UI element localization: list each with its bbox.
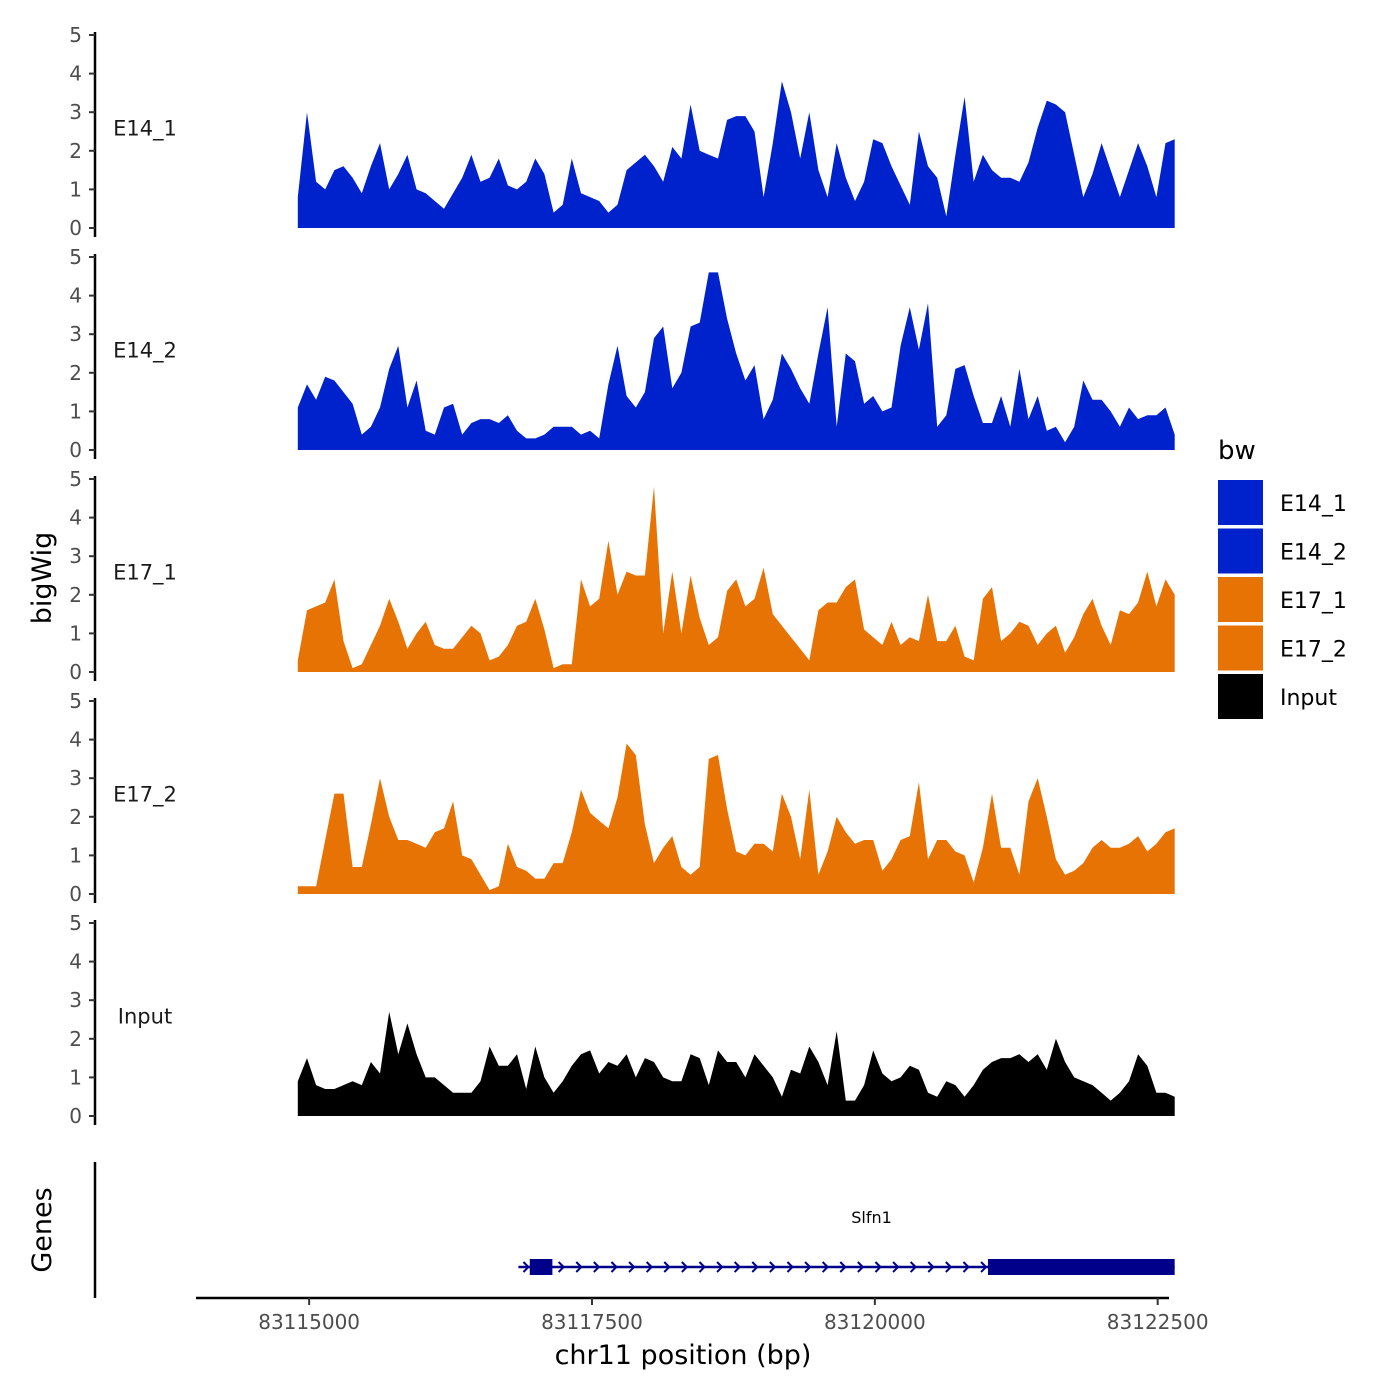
y-tick-label: 3 bbox=[69, 544, 82, 568]
track-E14_1: 0 1 2 3 4 5 E14_1 bbox=[69, 23, 1175, 240]
y-tick-label: 4 bbox=[69, 284, 82, 308]
strand-arrow bbox=[663, 1261, 671, 1273]
legend-swatch bbox=[1218, 577, 1263, 622]
strand-arrow bbox=[804, 1261, 812, 1273]
strand-arrow bbox=[610, 1261, 618, 1273]
strand-arrow bbox=[522, 1261, 530, 1273]
y-axis-title: bigWig bbox=[27, 532, 58, 625]
y-tick-label: 5 bbox=[69, 467, 82, 491]
y-tick-label: 0 bbox=[69, 1104, 82, 1128]
signal-area-E17_2 bbox=[297, 743, 1175, 894]
y-tick-label: 0 bbox=[69, 882, 82, 906]
y-tick-label: 2 bbox=[69, 361, 82, 385]
legend-swatch bbox=[1218, 674, 1263, 719]
legend: bw E14_1 E14_2 E17_1 E17_2 Input bbox=[1218, 436, 1347, 719]
y-tick-label: 2 bbox=[69, 139, 82, 163]
track-Input: 0 1 2 3 4 5 Input bbox=[69, 911, 1175, 1128]
y-tick-label: 5 bbox=[69, 689, 82, 713]
strand-arrow bbox=[786, 1261, 794, 1273]
signal-area-E14_1 bbox=[297, 81, 1175, 228]
track-label: E14_2 bbox=[113, 338, 177, 363]
legend-title: bw bbox=[1218, 436, 1256, 466]
y-tick-label: 5 bbox=[69, 245, 82, 269]
gene-exon bbox=[529, 1259, 553, 1275]
y-tick-label: 2 bbox=[69, 1027, 82, 1051]
y-tick-label: 3 bbox=[69, 988, 82, 1012]
gene-track-label: Genes bbox=[27, 1187, 58, 1272]
strand-arrow bbox=[821, 1261, 830, 1273]
strand-arrow bbox=[681, 1261, 689, 1273]
strand-arrow bbox=[557, 1261, 566, 1273]
strand-arrow bbox=[962, 1261, 970, 1273]
y-tick-label: 0 bbox=[69, 660, 82, 684]
y-tick-label: 5 bbox=[69, 911, 82, 935]
strand-arrow bbox=[593, 1261, 601, 1273]
strand-arrow bbox=[733, 1261, 742, 1273]
strand-arrow bbox=[698, 1261, 706, 1273]
track-E17_1: 0 1 2 3 4 5 E17_1 bbox=[69, 467, 1175, 684]
y-tick-label: 4 bbox=[69, 506, 82, 530]
strand-arrow bbox=[645, 1261, 654, 1273]
strand-arrow bbox=[892, 1261, 900, 1273]
legend-label: Input bbox=[1280, 686, 1337, 711]
y-tick-label: 5 bbox=[69, 23, 82, 47]
legend-label: E17_2 bbox=[1280, 638, 1347, 663]
y-tick-label: 1 bbox=[69, 843, 82, 867]
track-E14_2: 0 1 2 3 4 5 E14_2 bbox=[69, 245, 1175, 462]
x-tick-label: 83122500 bbox=[1107, 1310, 1209, 1334]
y-tick-label: 1 bbox=[69, 399, 82, 423]
track-label: E17_1 bbox=[113, 560, 177, 585]
strand-arrow bbox=[874, 1261, 882, 1273]
signal-area-E17_1 bbox=[297, 486, 1175, 672]
strand-arrow bbox=[751, 1261, 759, 1273]
legend-label: E14_1 bbox=[1280, 492, 1347, 517]
strand-arrow bbox=[945, 1261, 953, 1273]
strand-arrow bbox=[909, 1261, 918, 1273]
legend-swatch bbox=[1218, 480, 1263, 525]
strand-arrow bbox=[980, 1261, 988, 1273]
gene-name-label: Slfn1 bbox=[851, 1208, 892, 1227]
legend-label: E17_1 bbox=[1280, 589, 1347, 614]
y-tick-label: 2 bbox=[69, 583, 82, 607]
y-tick-label: 0 bbox=[69, 216, 82, 240]
legend-swatch bbox=[1218, 528, 1263, 574]
x-tick-label: 83120000 bbox=[824, 1310, 926, 1334]
track-label: E17_2 bbox=[113, 782, 177, 807]
track-E17_2: 0 1 2 3 4 5 E17_2 bbox=[69, 689, 1175, 906]
y-tick-label: 0 bbox=[69, 438, 82, 462]
strand-arrow bbox=[927, 1261, 935, 1273]
y-tick-label: 3 bbox=[69, 766, 82, 790]
y-tick-label: 1 bbox=[69, 621, 82, 645]
legend-label: E14_2 bbox=[1280, 541, 1347, 566]
track-label: Input bbox=[118, 1004, 172, 1028]
strand-arrow bbox=[575, 1261, 583, 1273]
signal-area-Input bbox=[297, 1011, 1175, 1116]
y-tick-label: 4 bbox=[69, 728, 82, 752]
strand-arrow bbox=[716, 1261, 724, 1273]
y-tick-label: 2 bbox=[69, 805, 82, 829]
x-axis-title: chr11 position (bp) bbox=[555, 1340, 812, 1371]
y-tick-label: 3 bbox=[69, 100, 82, 124]
x-tick-label: 83117500 bbox=[541, 1310, 643, 1334]
y-tick-label: 1 bbox=[69, 177, 82, 201]
signal-tracks: 0 1 2 3 4 5 E14_1 0 1 2 3 4 5 E14_2 0 1 2 3 4 5 E17_1 0 1 2 3 4 5 E… bbox=[69, 23, 1175, 1128]
strand-arrow bbox=[628, 1261, 636, 1273]
strand-arrow bbox=[769, 1261, 777, 1273]
y-tick-label: 3 bbox=[69, 322, 82, 346]
y-tick-label: 4 bbox=[69, 950, 82, 974]
x-tick-label: 83115000 bbox=[258, 1310, 360, 1334]
strand-arrow bbox=[839, 1261, 847, 1273]
legend-swatch bbox=[1218, 625, 1263, 671]
y-tick-label: 1 bbox=[69, 1065, 82, 1089]
gene-track: Genes Slfn1 bbox=[27, 1162, 1175, 1298]
x-axis: 83115000 83117500 83120000 83122500 bbox=[196, 1296, 1209, 1334]
strand-arrow bbox=[857, 1261, 865, 1273]
gene-exon bbox=[987, 1259, 1175, 1275]
y-tick-label: 4 bbox=[69, 62, 82, 86]
track-label: E14_1 bbox=[113, 116, 177, 141]
signal-area-E14_2 bbox=[297, 272, 1175, 450]
